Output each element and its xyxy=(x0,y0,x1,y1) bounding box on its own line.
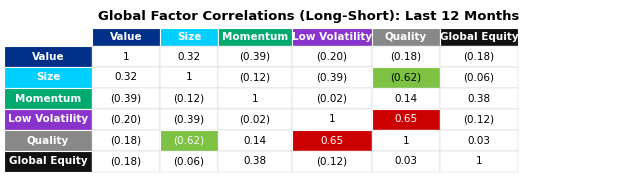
Text: Low Volatility: Low Volatility xyxy=(292,32,372,42)
Text: 1: 1 xyxy=(123,51,130,62)
Text: (0.39): (0.39) xyxy=(110,93,141,103)
Text: Global Equity: Global Equity xyxy=(9,156,88,166)
Bar xyxy=(218,130,292,151)
Text: (0.18): (0.18) xyxy=(463,51,495,62)
Text: (0.39): (0.39) xyxy=(317,73,347,82)
Text: (0.12): (0.12) xyxy=(173,93,205,103)
Text: 1: 1 xyxy=(403,136,409,145)
Text: (0.18): (0.18) xyxy=(110,156,141,166)
Text: 0.03: 0.03 xyxy=(394,156,418,166)
Text: 0.03: 0.03 xyxy=(468,136,491,145)
Bar xyxy=(440,46,518,67)
Bar xyxy=(160,88,218,109)
Text: 0.32: 0.32 xyxy=(114,73,138,82)
Bar xyxy=(4,67,92,88)
Text: (0.12): (0.12) xyxy=(317,156,347,166)
Text: Global Factor Correlations (Long-Short): Last 12 Months: Global Factor Correlations (Long-Short):… xyxy=(98,10,519,23)
Text: 1: 1 xyxy=(186,73,193,82)
Bar xyxy=(4,88,92,109)
Text: (0.02): (0.02) xyxy=(317,93,347,103)
Text: (0.12): (0.12) xyxy=(239,73,271,82)
Bar xyxy=(218,151,292,172)
Bar xyxy=(372,151,440,172)
Text: 1: 1 xyxy=(252,93,259,103)
Text: 0.14: 0.14 xyxy=(394,93,418,103)
Bar xyxy=(292,151,372,172)
Text: (0.06): (0.06) xyxy=(463,73,494,82)
Bar xyxy=(92,151,160,172)
Text: (0.62): (0.62) xyxy=(391,73,421,82)
Text: (0.18): (0.18) xyxy=(110,136,141,145)
Bar xyxy=(160,28,218,46)
Bar xyxy=(4,109,92,130)
Bar xyxy=(218,88,292,109)
Text: (0.06): (0.06) xyxy=(173,156,204,166)
Bar xyxy=(440,88,518,109)
Text: Value: Value xyxy=(110,32,143,42)
Bar xyxy=(440,28,518,46)
Bar xyxy=(372,109,440,130)
Bar xyxy=(218,109,292,130)
Bar xyxy=(292,109,372,130)
Text: 0.65: 0.65 xyxy=(394,114,418,125)
Text: 0.38: 0.38 xyxy=(468,93,491,103)
Bar xyxy=(372,46,440,67)
Bar xyxy=(160,151,218,172)
Bar xyxy=(218,67,292,88)
Bar xyxy=(292,88,372,109)
Bar xyxy=(218,46,292,67)
Bar xyxy=(372,67,440,88)
Text: Global Equity: Global Equity xyxy=(440,32,518,42)
Text: Quality: Quality xyxy=(385,32,427,42)
Bar xyxy=(440,67,518,88)
Text: 0.14: 0.14 xyxy=(244,136,267,145)
Text: 0.65: 0.65 xyxy=(320,136,344,145)
Bar xyxy=(160,130,218,151)
Bar xyxy=(292,28,372,46)
Bar xyxy=(4,130,92,151)
Bar xyxy=(440,151,518,172)
Text: 1: 1 xyxy=(329,114,335,125)
Bar xyxy=(92,130,160,151)
Text: (0.02): (0.02) xyxy=(239,114,270,125)
Bar xyxy=(4,151,92,172)
Bar xyxy=(372,28,440,46)
Bar xyxy=(292,46,372,67)
Text: (0.39): (0.39) xyxy=(173,114,205,125)
Text: Quality: Quality xyxy=(27,136,69,145)
Bar xyxy=(160,109,218,130)
Text: Momentum: Momentum xyxy=(15,93,81,103)
Text: Value: Value xyxy=(31,51,64,62)
Text: (0.18): (0.18) xyxy=(391,51,421,62)
Text: Low Volatility: Low Volatility xyxy=(8,114,88,125)
Text: 0.32: 0.32 xyxy=(178,51,201,62)
Bar xyxy=(92,67,160,88)
Bar xyxy=(4,46,92,67)
Bar xyxy=(292,67,372,88)
Text: (0.12): (0.12) xyxy=(463,114,495,125)
Bar xyxy=(92,109,160,130)
Text: Momentum: Momentum xyxy=(222,32,288,42)
Bar xyxy=(160,67,218,88)
Text: (0.39): (0.39) xyxy=(239,51,271,62)
Text: Size: Size xyxy=(177,32,201,42)
Bar xyxy=(218,28,292,46)
Bar xyxy=(92,88,160,109)
Text: (0.62): (0.62) xyxy=(173,136,205,145)
Text: (0.20): (0.20) xyxy=(110,114,141,125)
Bar xyxy=(292,130,372,151)
Text: 0.38: 0.38 xyxy=(244,156,267,166)
Bar xyxy=(372,88,440,109)
Bar xyxy=(92,46,160,67)
Text: 1: 1 xyxy=(476,156,482,166)
Bar xyxy=(372,130,440,151)
Bar xyxy=(92,28,160,46)
Bar xyxy=(440,109,518,130)
Text: (0.20): (0.20) xyxy=(317,51,347,62)
Bar xyxy=(440,130,518,151)
Bar xyxy=(160,46,218,67)
Text: Size: Size xyxy=(36,73,60,82)
